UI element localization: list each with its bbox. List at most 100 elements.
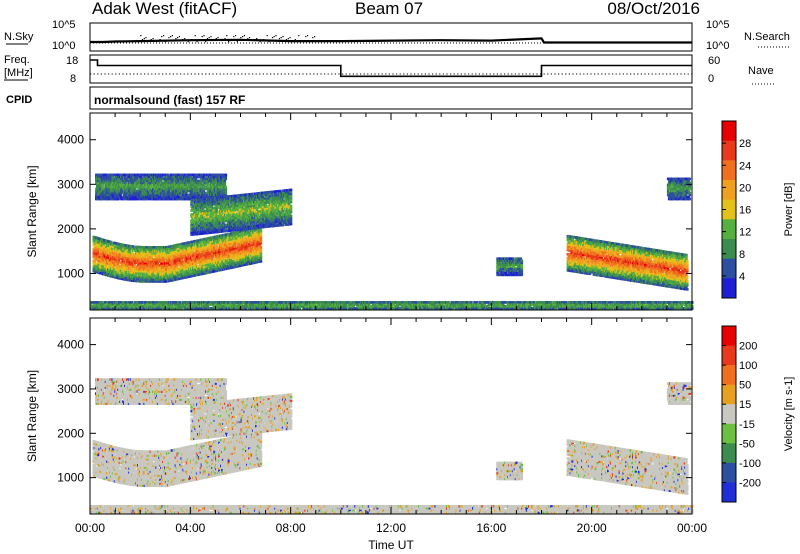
power-cell — [106, 257, 109, 261]
power-cell — [173, 274, 177, 277]
power-cell — [169, 251, 173, 254]
nsky-noise-dot — [178, 36, 180, 38]
nsky-noise-dot — [198, 40, 200, 42]
power-cell — [233, 243, 237, 247]
power-cell — [259, 240, 263, 243]
power-cell — [124, 276, 127, 279]
power-cell — [150, 266, 154, 269]
power-cell — [250, 237, 254, 241]
power-cell — [168, 263, 172, 266]
power-panel-bg — [90, 113, 692, 310]
nsky-noise-dot — [233, 36, 235, 38]
power-cell — [186, 263, 189, 267]
power-cell — [114, 264, 118, 267]
power-cell — [221, 246, 225, 249]
power-cell — [208, 242, 211, 246]
power-cell — [103, 195, 107, 199]
nsky-noise-dot — [140, 35, 142, 37]
power-cell — [245, 253, 248, 256]
power-cell — [253, 259, 257, 262]
nsky-noise-dot — [307, 35, 309, 37]
power-cell — [110, 259, 114, 262]
power-cell — [123, 252, 126, 255]
power-cell — [139, 249, 143, 253]
power-cell — [114, 258, 118, 261]
power-cell — [191, 270, 194, 274]
power-cell — [148, 280, 152, 283]
power-cell — [259, 233, 263, 237]
nsky-noise-dot — [157, 40, 159, 42]
power-cell — [188, 251, 191, 254]
power-cell — [96, 175, 100, 179]
power-cell — [124, 272, 127, 275]
power-cell — [252, 247, 256, 250]
power-cell — [240, 254, 243, 257]
power-cell — [198, 256, 202, 260]
power-cell — [148, 254, 152, 257]
power-cell — [109, 250, 113, 254]
power-cell — [101, 256, 104, 259]
power-cell — [185, 245, 188, 249]
power-cell — [201, 264, 205, 267]
power-cell — [179, 269, 182, 272]
power-cell — [106, 193, 110, 197]
power-cell — [220, 248, 223, 251]
power-cell — [97, 177, 101, 181]
power-cell — [244, 261, 247, 264]
nsky-noise-dot — [294, 39, 296, 41]
power-cell — [131, 251, 134, 254]
nsky-series — [90, 37, 692, 44]
power-cell — [103, 249, 106, 252]
power-cell — [110, 191, 114, 195]
nsky-noise-dot — [242, 36, 244, 38]
power-cell — [233, 261, 237, 265]
power-cell — [173, 250, 177, 253]
power-cell — [243, 233, 246, 236]
power-cell — [179, 265, 182, 268]
power-cell — [96, 246, 99, 250]
power-cell — [211, 256, 214, 259]
power-cell — [238, 250, 241, 254]
power-cell — [259, 252, 263, 255]
power-cell — [256, 248, 260, 252]
power-cell — [259, 246, 263, 249]
power-cell — [231, 237, 235, 241]
power-cell — [136, 263, 140, 267]
nsky-noise-dot — [150, 39, 152, 41]
power-cell — [112, 177, 115, 181]
nsky-noise-dot — [220, 40, 223, 42]
power-cell — [202, 240, 206, 243]
power-cell — [147, 266, 151, 269]
power-cell — [95, 256, 98, 260]
power-cell — [131, 259, 134, 262]
nsky-noise-dot — [143, 38, 145, 40]
nsky-noise-dot — [224, 38, 226, 40]
nsky-noise-dot — [247, 38, 249, 40]
power-cell — [155, 272, 158, 275]
power-cell — [191, 264, 194, 268]
nsky-noise-dot — [235, 35, 237, 37]
power-cell — [110, 195, 114, 199]
power-cell — [215, 269, 218, 273]
nave-tick-bottom: 0 — [708, 73, 714, 85]
power-cell — [96, 244, 99, 248]
power-cell — [99, 261, 102, 265]
power-cell — [193, 239, 197, 243]
nsky-noise-dot — [191, 39, 193, 41]
cpid-panel-frame — [89, 86, 693, 110]
power-cell — [98, 187, 102, 191]
nsearch-tick-bottom: 10^0 — [706, 40, 730, 52]
power-cell — [181, 262, 184, 266]
power-cell — [173, 258, 177, 261]
power-cell — [110, 257, 114, 260]
power-cell — [233, 241, 237, 245]
power-cell — [232, 235, 236, 239]
nsky-noise-dot — [275, 35, 277, 37]
power-cell — [111, 275, 115, 279]
power-cell — [249, 248, 253, 251]
power-cell — [165, 274, 169, 277]
power-cell — [249, 236, 253, 239]
power-cell — [101, 183, 105, 187]
power-cell — [189, 273, 192, 276]
